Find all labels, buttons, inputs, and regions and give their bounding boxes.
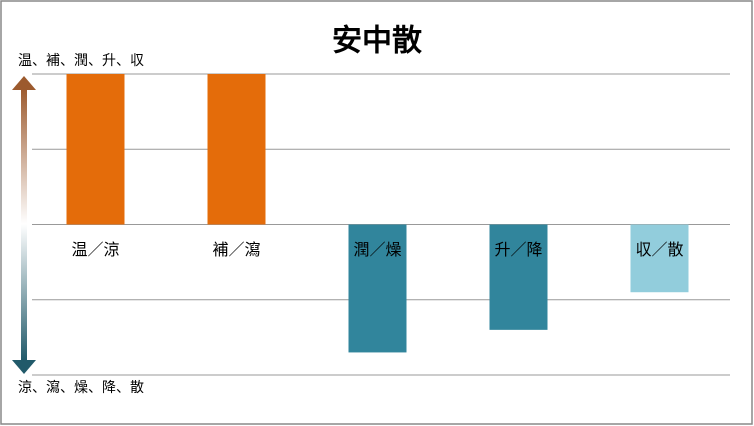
bar	[348, 224, 407, 353]
bar	[489, 224, 548, 330]
bar	[66, 74, 125, 225]
x-tick-label: 収／散	[635, 240, 683, 259]
x-tick-label: 温／涼	[71, 240, 119, 259]
bar	[630, 224, 689, 293]
x-tick-label: 升／降	[494, 240, 542, 259]
x-tick-label: 潤／燥	[353, 240, 401, 259]
top-axis-label: 温、補、潤、升、収	[18, 53, 144, 69]
x-tick-label: 補／瀉	[212, 240, 260, 259]
axis-arrow	[12, 76, 36, 374]
bar	[207, 74, 266, 225]
bottom-axis-label: 涼、瀉、燥、降、散	[18, 379, 144, 396]
chart-title: 安中散	[332, 24, 422, 59]
